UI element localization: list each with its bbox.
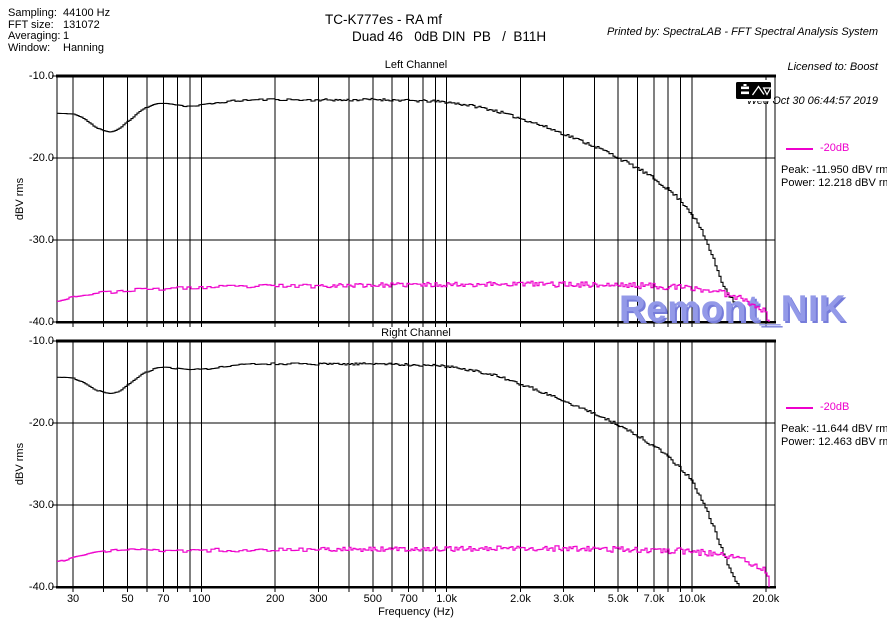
setting-value: 131072 — [63, 18, 100, 31]
x-tick-label: 1.0k — [436, 593, 458, 605]
trace-minus20db — [57, 280, 770, 322]
plot-frame — [56, 339, 776, 589]
setting-label: FFT size: — [8, 18, 54, 31]
y-tick-label: -40.0 — [28, 316, 54, 328]
y-tick-label: -40.0 — [28, 581, 54, 593]
right-legend-swatch — [786, 407, 813, 409]
setting-value: 1 — [63, 30, 70, 42]
left-legend-swatch — [786, 148, 813, 150]
signal-generator-icon — [733, 80, 774, 101]
grid-lines — [52, 75, 775, 327]
plot-frame — [56, 74, 776, 324]
x-tick-label: 500 — [363, 593, 382, 605]
left-power-readout: Power: 12.218 dBV rms — [781, 177, 887, 189]
setting-label: Averaging: — [8, 30, 61, 42]
x-tick-label: 70 — [157, 593, 170, 605]
y-tick-label: -20.0 — [28, 417, 54, 429]
left-channel-title: Left Channel — [384, 59, 448, 71]
setting-value: 44100 Hz — [63, 7, 111, 19]
left-y-axis-title: dBV rms — [14, 177, 26, 221]
x-tick-label: 50 — [121, 593, 134, 605]
y-tick-label: -10.0 — [28, 335, 54, 347]
right-power-readout: Power: 12.463 dBV rms — [781, 436, 887, 448]
right-peak-readout: Peak: -11.644 dBV rms — [781, 423, 887, 435]
licensed-to-line: Licensed to: Boost — [787, 60, 878, 73]
x-tick-label: 10.0k — [678, 593, 706, 605]
y-tick-label: -10.0 — [28, 70, 54, 82]
trace-0db — [57, 362, 740, 587]
x-tick-label: 30 — [66, 593, 80, 605]
x-tick-label: 20.0k — [752, 593, 780, 605]
x-tick-label: 5.0k — [607, 593, 629, 605]
right-legend-label: -20dB — [820, 401, 850, 413]
x-axis-title: Frequency (Hz) — [378, 606, 454, 618]
right-channel-title: Right Channel — [381, 327, 451, 339]
analysis-settings: Sampling: 44100 Hz FFT size: 131072 Aver… — [8, 7, 111, 55]
left-peak-readout: Peak: -11.950 dBV rms — [781, 164, 887, 176]
x-tick-label: 300 — [309, 593, 328, 605]
grid-lines — [52, 340, 775, 592]
trace-0db — [57, 97, 748, 322]
watermark: Remont_NIK — [619, 288, 846, 329]
x-tick-label: 200 — [265, 593, 285, 605]
x-tick-label: 7.0k — [643, 593, 665, 605]
y-tick-label: -30.0 — [28, 499, 54, 511]
print-info: Printed by: SpectraLAB - FFT Spectral An… — [607, 4, 878, 131]
x-tick-label: 2.0k — [510, 593, 531, 605]
setting-label: Sampling: — [8, 7, 57, 19]
trace-minus20db — [57, 545, 770, 587]
watermark-shadow: Remont_NIK — [621, 290, 848, 331]
setting-window: Window: Hanning — [8, 41, 110, 55]
left-legend-label: -20dB — [820, 142, 850, 154]
x-tick-label: 100 — [192, 593, 211, 605]
setting-averaging: Averaging: 1 — [8, 30, 110, 43]
x-tick-label: 700 — [399, 593, 418, 605]
setting-fft-size: FFT size: 131072 — [8, 18, 110, 32]
recording-title: TC-K777es - RA mf — [325, 12, 443, 27]
x-tick-label: 3.0k — [553, 593, 575, 605]
setting-value: Hanning — [63, 41, 104, 54]
y-tick-label: -20.0 — [28, 152, 54, 164]
right-y-axis-title: dBV rms — [14, 442, 26, 486]
recording-subtitle: Duad 46 0dB DIN PB / B11H — [352, 29, 547, 44]
printed-by-line: Printed by: SpectraLAB - FFT Spectral An… — [606, 26, 878, 38]
y-tick-label: -30.0 — [28, 234, 54, 246]
setting-label: Window: — [8, 41, 51, 54]
setting-sampling: Sampling: 44100 Hz — [8, 7, 111, 20]
